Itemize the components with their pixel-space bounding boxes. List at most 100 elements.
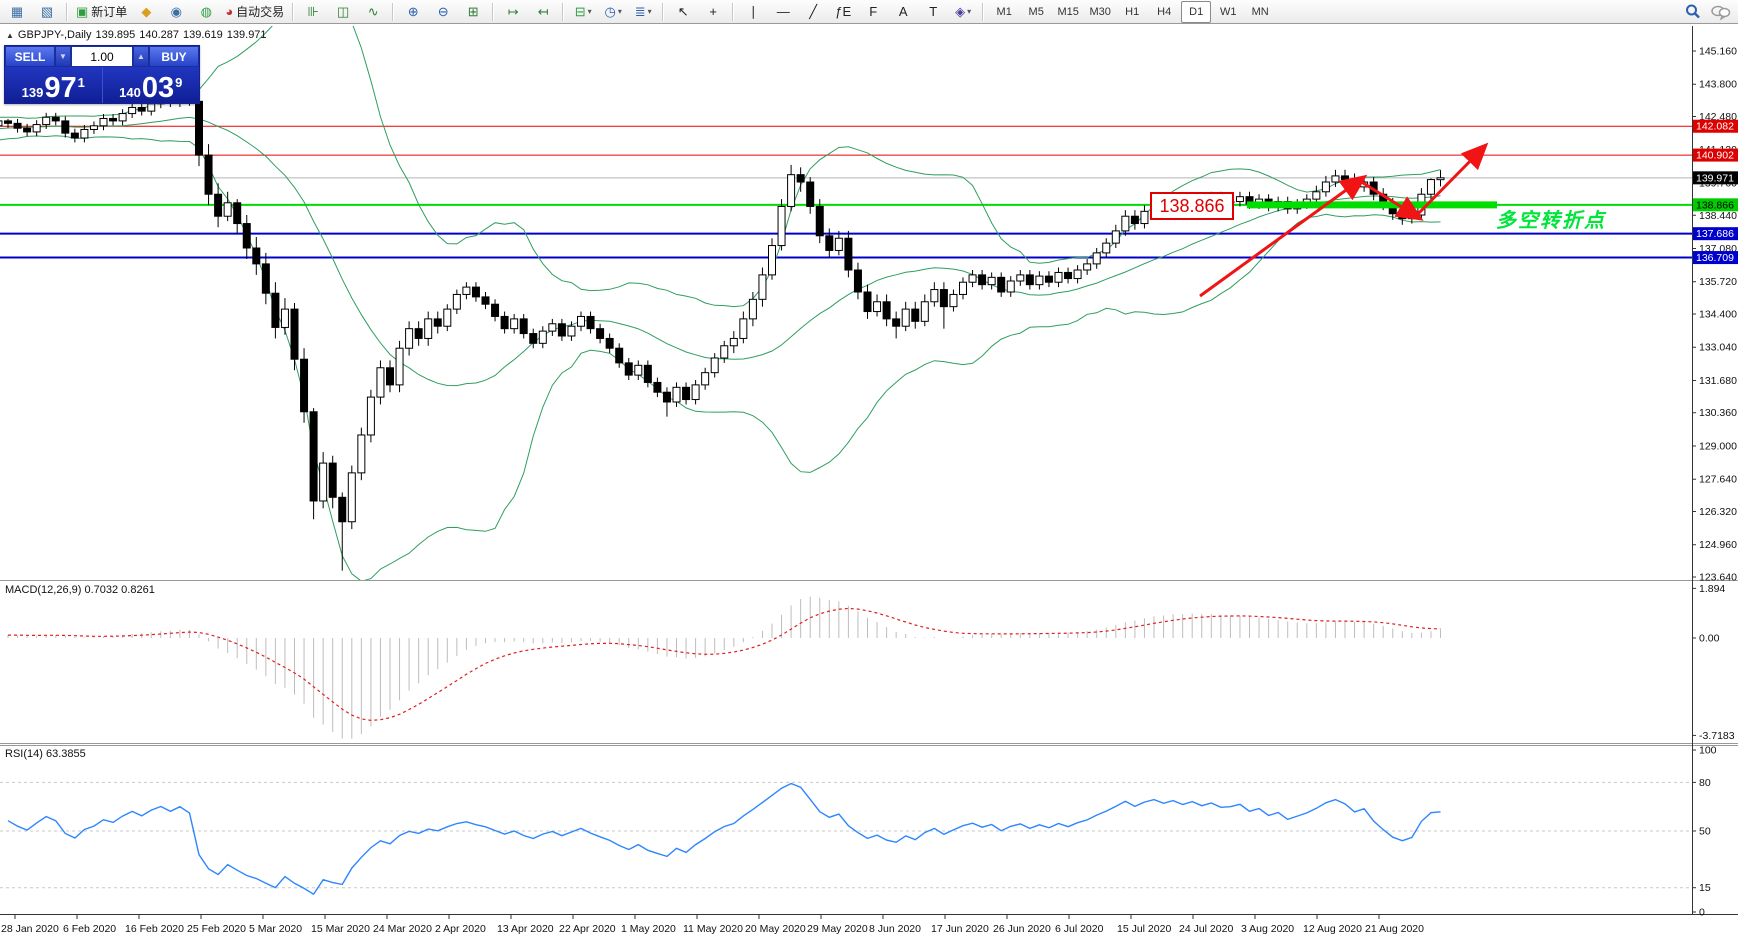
cursor-button[interactable]: ↖ [669, 1, 697, 23]
macd-label: MACD(12,26,9) 0.7032 0.8261 [5, 584, 155, 596]
signals-icon[interactable]: ◍ [192, 1, 220, 23]
candlestick-chart-button[interactable]: ◫ [329, 1, 357, 23]
crosshair-button[interactable]: + [699, 1, 727, 23]
chart-window-icon[interactable]: ▦ [3, 1, 31, 23]
periods-dropdown[interactable]: ◷ ▾ [599, 1, 627, 23]
volume-decrease-button[interactable]: ▼ [55, 46, 71, 67]
timeframe-h1[interactable]: H1 [1125, 5, 1140, 18]
svg-text:135.720: 135.720 [1699, 276, 1737, 288]
auto-scroll-button[interactable]: ↦ [499, 1, 527, 23]
new-order-glyph: ▣ [76, 3, 89, 19]
tile-windows-button[interactable]: ⊞ [459, 1, 487, 23]
toolbar-separator [662, 2, 665, 21]
svg-text:130.360: 130.360 [1699, 407, 1737, 419]
indicator-axis[interactable]: 1.894 0.00 -3.7183 100 80 50 15 0 [1692, 583, 1735, 919]
vertical-line-glyph: ∣ [749, 3, 757, 19]
svg-text:1 May 2020: 1 May 2020 [621, 923, 676, 935]
chat-icon[interactable] [1710, 3, 1732, 21]
text-button[interactable]: A [889, 1, 917, 23]
svg-text:142.082: 142.082 [1696, 121, 1734, 133]
svg-text:138.440: 138.440 [1699, 210, 1737, 222]
candlestick-chart-glyph: ◫ [337, 3, 350, 19]
new-order-button[interactable]: ▣ 新订单 [73, 1, 130, 23]
zoom-out-glyph: ⊖ [437, 3, 449, 19]
toolbar: ▦ ▧ ▣ 新订单 ◆ ◉ ◍ ◕ 自动交易 ⊪ ◫ ∿ ⊕ ⊖ ⊞ ↦ ↤ ⊟ ▾ ◷ ▾ ≣ ▾ ↖ + ∣ ― ╱ ƒE F A T ◈ ▾… [0, 0, 1738, 24]
price-annotation[interactable]: 138.866 [1150, 192, 1234, 220]
svg-text:3 Aug 2020: 3 Aug 2020 [1241, 923, 1294, 935]
chevron-down-icon: ▾ [647, 7, 652, 16]
timeframe-mn[interactable]: MN [1251, 5, 1269, 18]
bar-chart-button[interactable]: ⊪ [299, 1, 327, 23]
svg-text:24 Jul 2020: 24 Jul 2020 [1179, 923, 1233, 935]
volume-increase-button[interactable]: ▲ [133, 46, 149, 67]
sell-price[interactable]: 139 97 1 [5, 67, 103, 103]
timeframe-m15[interactable]: M15 [1057, 5, 1079, 18]
svg-text:6 Jul 2020: 6 Jul 2020 [1055, 923, 1104, 935]
zoom-in-button[interactable]: ⊕ [399, 1, 427, 23]
timeframe-m30[interactable]: M30 [1089, 5, 1111, 18]
svg-text:100: 100 [1699, 745, 1717, 757]
toolbar-separator [982, 2, 985, 21]
svg-text:143.800: 143.800 [1699, 79, 1737, 91]
trendline-glyph: ╱ [809, 3, 818, 19]
trendline-button[interactable]: ╱ [799, 1, 827, 23]
svg-text:138.866: 138.866 [1696, 199, 1734, 211]
svg-text:50: 50 [1699, 826, 1711, 838]
text-label-button[interactable]: T [919, 1, 947, 23]
periods-glyph: ◷ [604, 3, 616, 19]
timeframe-m1[interactable]: M1 [996, 5, 1012, 18]
fibonacci-button[interactable]: ƒE [829, 1, 857, 23]
timeframe-d1[interactable]: D1 [1181, 0, 1212, 23]
buy-price-sup: 9 [175, 75, 183, 90]
svg-text:145.160: 145.160 [1699, 46, 1737, 58]
profiles-icon[interactable]: ▧ [33, 1, 61, 23]
volume-input[interactable]: 1.00 [71, 46, 133, 67]
fibonacci-glyph: ƒE [835, 4, 852, 19]
svg-text:22 Apr 2020: 22 Apr 2020 [559, 923, 616, 935]
templates-dropdown[interactable]: ≣ ▾ [629, 1, 657, 23]
trend-arrows[interactable] [1199, 142, 1489, 298]
timeframe-m5[interactable]: M5 [1028, 5, 1044, 18]
svg-text:25 Feb 2020: 25 Feb 2020 [187, 923, 246, 935]
svg-text:15: 15 [1699, 882, 1711, 894]
cursor-glyph: ↖ [677, 3, 689, 19]
svg-text:6 Feb 2020: 6 Feb 2020 [63, 923, 116, 935]
svg-text:131.680: 131.680 [1699, 375, 1737, 387]
time-axis[interactable]: 28 Jan 2020 6 Feb 2020 16 Feb 2020 25 Feb 2… [1, 915, 1424, 935]
search-icon[interactable] [1684, 3, 1702, 21]
profiles-icon-glyph: ▧ [40, 3, 54, 19]
buy-price[interactable]: 140 03 9 [103, 67, 200, 103]
fibonacci-fan-button[interactable]: F [859, 1, 887, 23]
arrows-dropdown[interactable]: ◈ ▾ [949, 1, 977, 23]
chart-shift-button[interactable]: ↤ [529, 1, 557, 23]
sell-price-prefix: 139 [21, 85, 44, 100]
line-chart-glyph: ∿ [367, 3, 379, 19]
horizontal-line-button[interactable]: ― [769, 1, 797, 23]
timeframe-w1[interactable]: W1 [1219, 5, 1237, 18]
svg-text:29 May 2020: 29 May 2020 [807, 923, 868, 935]
line-chart-button[interactable]: ∿ [359, 1, 387, 23]
ohlc-high: 140.287 [139, 29, 180, 41]
chevron-down-icon: ▾ [967, 7, 972, 16]
timeframe-h4[interactable]: H4 [1157, 5, 1172, 18]
turning-point-annotation[interactable]: 多空转折点 [1496, 210, 1606, 232]
metaeditor-icon[interactable]: ◆ [132, 1, 160, 23]
svg-text:24 Mar 2020: 24 Mar 2020 [373, 923, 432, 935]
collapse-arrow-icon[interactable]: ▲ [6, 31, 14, 40]
new-chart-dropdown[interactable]: ⊟ ▾ [569, 1, 597, 23]
buy-button[interactable]: BUY [149, 46, 199, 67]
svg-text:20 May 2020: 20 May 2020 [745, 923, 806, 935]
sell-button[interactable]: SELL [5, 46, 55, 67]
svg-text:26 Jun 2020: 26 Jun 2020 [993, 923, 1051, 935]
autotrading-button[interactable]: ◕ 自动交易 [222, 1, 287, 23]
zoom-out-button[interactable]: ⊖ [429, 1, 457, 23]
svg-text:80: 80 [1699, 777, 1711, 789]
navigator-icon[interactable]: ◉ [162, 1, 190, 23]
chart-shift-glyph: ↤ [537, 3, 549, 19]
fibonacci-fan-glyph: F [869, 4, 878, 19]
bar-chart-glyph: ⊪ [307, 3, 319, 19]
sell-price-big: 97 [44, 72, 77, 105]
vertical-line-button[interactable]: ∣ [739, 1, 767, 23]
text-label-glyph: T [929, 4, 938, 19]
